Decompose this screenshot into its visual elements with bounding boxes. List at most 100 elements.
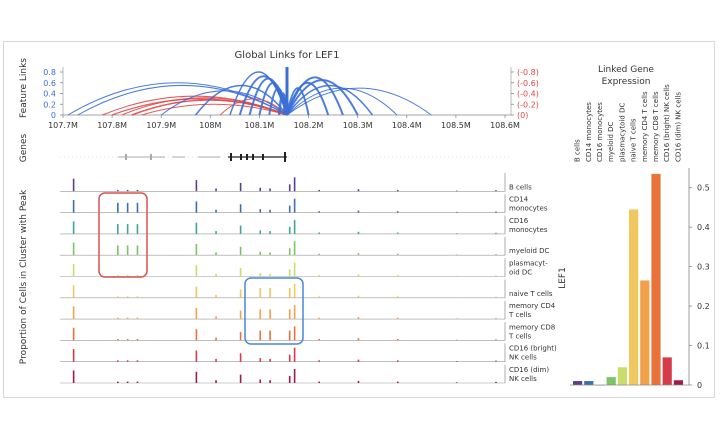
expression-ylabel: LEF1	[558, 267, 568, 289]
expression-bar	[629, 209, 639, 385]
peak-bar	[396, 381, 399, 383]
peak-bar	[293, 198, 296, 213]
peak-bar	[195, 222, 198, 234]
expression-y-tick-label: 0.1	[697, 342, 710, 351]
peak-bar	[269, 231, 271, 234]
peak-bar	[495, 211, 497, 213]
peak-bar	[288, 288, 291, 298]
peak-bar	[136, 275, 139, 277]
peak-bar	[293, 305, 296, 320]
peak-bar	[215, 380, 217, 383]
feature-links-arcs	[67, 67, 432, 116]
track-label: monocytes	[509, 205, 548, 213]
track-label: memory CD8	[509, 323, 555, 331]
expression-category-label: plasmacytoid DC	[618, 103, 626, 162]
peak-bar	[117, 275, 119, 277]
expression-y-tick-label: 0	[697, 381, 702, 390]
peak-bar	[259, 288, 262, 298]
peak-bar	[288, 205, 291, 213]
highlight-box-blue	[244, 277, 304, 345]
track-label: myeloid DC	[509, 247, 549, 255]
peak-bar	[195, 350, 198, 362]
peak-bar	[455, 339, 458, 341]
proportion-label: Proportion of Cells in Cluster with Peak	[19, 189, 29, 364]
peak-bar	[357, 317, 360, 320]
peak-bar	[318, 275, 320, 277]
expression-bar	[662, 357, 672, 385]
peak-bar	[215, 337, 217, 341]
peak-bar	[259, 230, 262, 234]
peak-bar	[239, 182, 242, 192]
peak-bar	[269, 358, 271, 362]
peak-bar	[396, 317, 399, 320]
peak-bar	[136, 202, 139, 213]
expression-bar	[651, 173, 661, 385]
track-label: monocytes	[509, 226, 548, 234]
expression-bar	[606, 377, 616, 385]
peak-bar	[495, 190, 497, 192]
expression-bar	[617, 367, 627, 385]
expression-category-label: CD16 (bright) NK cells	[663, 84, 671, 162]
peak-bar	[495, 232, 497, 234]
left-tick-label: 0	[51, 111, 56, 120]
link-arc	[195, 84, 288, 116]
peak-bar	[318, 232, 320, 234]
peak-bar	[288, 330, 291, 341]
highlight-box-red	[98, 192, 148, 278]
peak-bar	[293, 177, 296, 192]
peak-bar	[293, 347, 296, 362]
peak-bar	[215, 252, 217, 256]
figure-frame	[3, 41, 715, 398]
peak-bar	[136, 317, 139, 320]
track-label: NK cells	[509, 375, 537, 383]
peak-bar	[239, 225, 242, 234]
peak-bar	[396, 189, 399, 192]
x-tick-label: 108.2M	[294, 121, 324, 130]
peak-bar	[455, 190, 458, 192]
peak-bar	[269, 273, 271, 277]
peak-bar	[195, 201, 198, 213]
right-tick-label: (0)	[517, 111, 528, 120]
peak-bar	[215, 209, 217, 213]
expression-y-ticks: 0.5 0.4 0.3 0.2 0.1 0	[689, 184, 710, 390]
track-label: CD16 (bright)	[509, 345, 557, 353]
peak-bar	[455, 382, 458, 383]
peak-bar	[269, 188, 271, 192]
peak-bar	[239, 353, 242, 362]
peak-bar	[357, 295, 360, 298]
expression-category-labels: B cells CD14 monocytes CD16 monocytes myelo…	[574, 84, 683, 162]
peak-bar	[239, 374, 242, 383]
expression-bar	[584, 381, 594, 385]
peak-bar	[117, 360, 119, 362]
peak-bar	[126, 202, 129, 213]
peak-bar	[195, 371, 198, 383]
peak-bar	[126, 317, 129, 320]
expression-y-tick-label: 0.5	[697, 184, 710, 193]
expression-bar	[673, 380, 683, 385]
peak-bar	[259, 251, 262, 256]
peak-bar	[215, 358, 217, 362]
peak-bar	[72, 263, 75, 277]
peak-bar	[117, 317, 119, 320]
peak-bar	[72, 221, 75, 234]
peak-bar	[239, 310, 242, 320]
track-label: T cells	[508, 332, 532, 340]
peak-bar	[239, 332, 242, 341]
x-tick-label: 108.5M	[441, 121, 471, 130]
expression-y-tick-label: 0.3	[697, 263, 710, 272]
peak-bar	[72, 178, 75, 192]
peak-bar	[318, 360, 320, 362]
peak-bar	[269, 252, 271, 256]
peak-bar	[136, 360, 139, 362]
peak-bar	[195, 307, 198, 320]
peak-bar	[318, 381, 320, 383]
expression-category-label: memory CD4 T cells	[641, 91, 649, 162]
peak-bar	[195, 265, 198, 277]
peak-bar	[288, 354, 291, 362]
peak-bar	[288, 226, 291, 234]
right-tick-label: (-0.2)	[517, 100, 539, 109]
peak-bar	[293, 326, 296, 341]
expression-title-line1: Linked Gene	[598, 65, 654, 75]
right-tick-label: (-0.6)	[517, 79, 539, 88]
peak-bar	[117, 202, 119, 213]
